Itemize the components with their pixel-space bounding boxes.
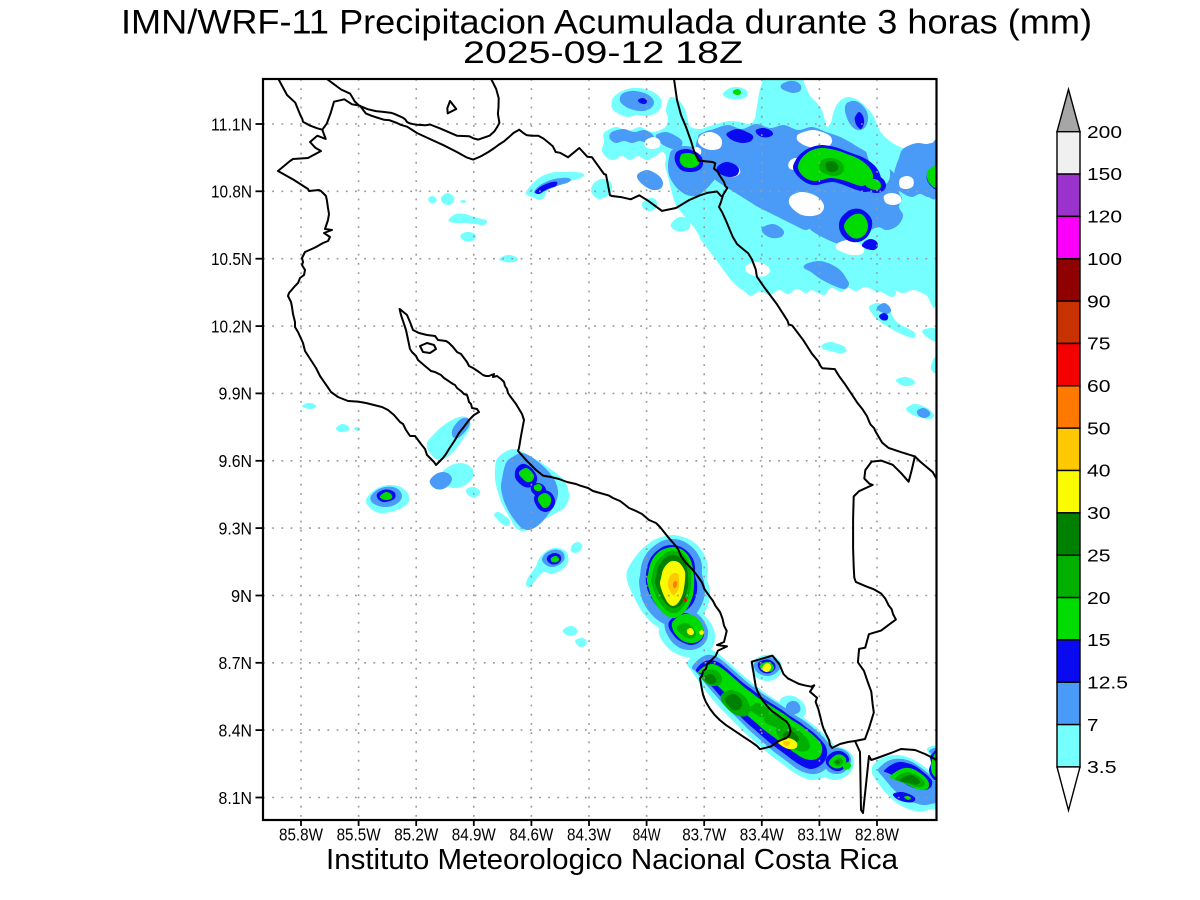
svg-text:60: 60	[1087, 376, 1111, 396]
svg-text:9.3N: 9.3N	[219, 518, 253, 538]
svg-text:85.5W: 85.5W	[337, 825, 381, 845]
svg-text:83.4W: 83.4W	[740, 825, 784, 845]
svg-text:20: 20	[1087, 588, 1111, 608]
svg-text:83.1W: 83.1W	[797, 825, 841, 845]
svg-text:9.9N: 9.9N	[219, 384, 253, 404]
svg-text:IMN/WRF-11 Precipitacion Acumu: IMN/WRF-11 Precipitacion Acumulada duran…	[121, 4, 1092, 42]
svg-text:84W: 84W	[633, 825, 661, 845]
svg-text:3.5: 3.5	[1087, 757, 1117, 777]
svg-text:8.7N: 8.7N	[219, 653, 253, 673]
svg-text:100: 100	[1087, 249, 1122, 269]
svg-text:75: 75	[1087, 334, 1111, 354]
svg-text:85.8W: 85.8W	[279, 825, 323, 845]
svg-text:40: 40	[1087, 461, 1111, 481]
svg-text:9N: 9N	[231, 586, 252, 606]
svg-text:11.1N: 11.1N	[211, 114, 252, 134]
svg-text:10.5N: 10.5N	[211, 249, 252, 269]
svg-text:150: 150	[1087, 164, 1122, 184]
svg-text:8.4N: 8.4N	[219, 720, 253, 740]
svg-text:Instituto Meteorologico Nacion: Instituto Meteorologico Nacional Costa R…	[326, 844, 899, 876]
svg-text:25: 25	[1087, 545, 1111, 565]
svg-text:10.2N: 10.2N	[211, 316, 252, 336]
svg-text:9.6N: 9.6N	[219, 451, 253, 471]
svg-text:8.1N: 8.1N	[219, 788, 253, 808]
svg-text:7: 7	[1087, 715, 1099, 735]
svg-text:120: 120	[1087, 207, 1122, 227]
svg-text:50: 50	[1087, 418, 1111, 438]
svg-text:15: 15	[1087, 630, 1111, 650]
svg-text:10.8N: 10.8N	[211, 182, 252, 202]
svg-text:84.9W: 84.9W	[452, 825, 496, 845]
svg-text:200: 200	[1087, 122, 1122, 142]
svg-text:30: 30	[1087, 503, 1111, 523]
svg-text:83.7W: 83.7W	[682, 825, 726, 845]
svg-text:84.3W: 84.3W	[567, 825, 611, 845]
svg-text:82.8W: 82.8W	[855, 825, 899, 845]
svg-text:90: 90	[1087, 291, 1111, 311]
svg-text:84.6W: 84.6W	[509, 825, 553, 845]
svg-text:12.5: 12.5	[1087, 673, 1128, 693]
svg-text:85.2W: 85.2W	[394, 825, 438, 845]
svg-text:2025-09-12 18Z: 2025-09-12 18Z	[463, 34, 743, 70]
